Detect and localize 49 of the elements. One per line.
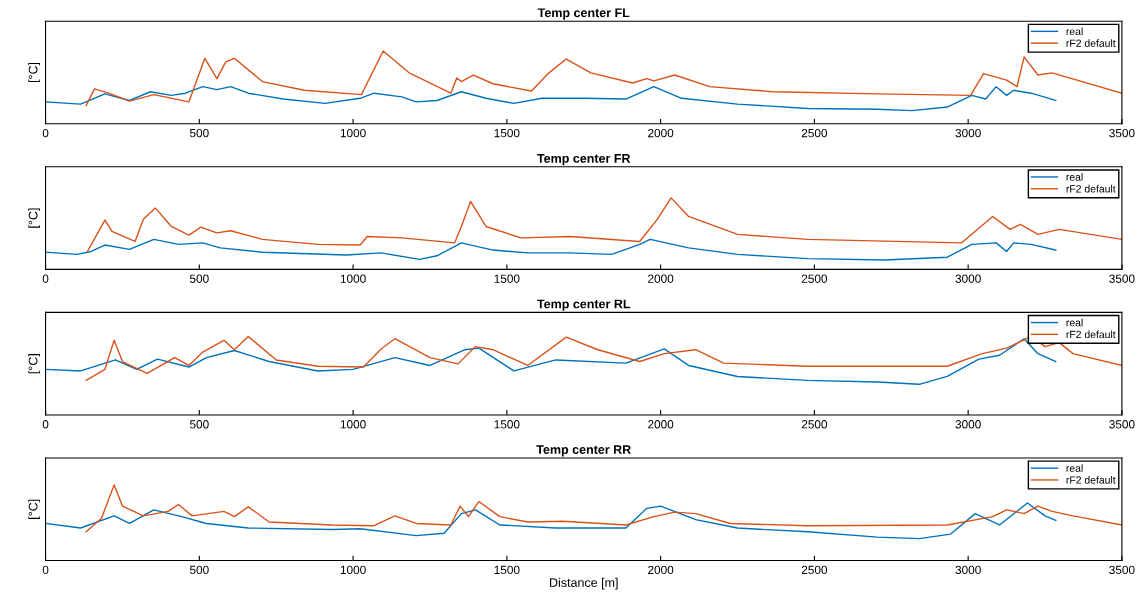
x-tick-label: 1500 — [494, 274, 520, 283]
x-tick-label: 3000 — [955, 274, 981, 283]
y-axis-title: [°C] — [28, 499, 40, 519]
x-tick-label: 500 — [189, 565, 209, 575]
legend-label: rF2 default — [1066, 39, 1116, 47]
chart-title: Temp center RR — [536, 445, 631, 457]
chart-title: Temp center RL — [537, 299, 631, 311]
y-axis-title: [°C] — [28, 208, 40, 228]
legend-label: real — [1066, 173, 1083, 181]
x-tick-label: 0 — [42, 128, 49, 138]
legend-label: rF2 default — [1066, 184, 1116, 193]
x-tick-label: 3000 — [955, 565, 981, 575]
x-tick-label: 0 — [42, 274, 49, 283]
x-tick-label: 2500 — [801, 274, 828, 283]
x-tick-label: 1500 — [494, 128, 520, 138]
x-tick-label: 2000 — [648, 565, 674, 575]
chart-title: Temp center FL — [537, 8, 630, 20]
y-axis-title: [°C] — [28, 354, 40, 374]
legend-label: real — [1066, 318, 1083, 327]
x-tick-label: 2500 — [801, 420, 828, 429]
x-tick-label: 0 — [42, 565, 49, 575]
x-tick-label: 500 — [189, 128, 209, 138]
x-tick-label: 2000 — [648, 128, 674, 138]
x-tick-label: 500 — [189, 274, 209, 283]
legend-label: rF2 default — [1066, 476, 1116, 484]
x-tick-label: 2500 — [801, 565, 828, 575]
x-tick-label: 3500 — [1109, 420, 1135, 429]
y-axis-title: [°C] — [28, 62, 40, 83]
x-tick-label: 2500 — [801, 128, 828, 138]
x-tick-label: 2000 — [648, 274, 674, 283]
x-tick-label: 3000 — [955, 420, 981, 429]
x-tick-label: 1000 — [340, 274, 366, 283]
x-tick-label: 3500 — [1109, 128, 1135, 138]
x-tick-label: 1000 — [340, 128, 366, 138]
x-tick-label: 3500 — [1109, 274, 1135, 283]
x-tick-label: 3000 — [955, 128, 981, 138]
legend-label: real — [1066, 27, 1083, 36]
x-tick-label: 1500 — [494, 565, 520, 575]
x-tick-label: 3500 — [1109, 565, 1135, 575]
x-tick-label: 1000 — [340, 420, 366, 429]
chart-title: Temp center FR — [537, 154, 631, 166]
x-tick-label: 1000 — [340, 565, 366, 575]
x-tick-label: 1500 — [494, 420, 520, 429]
x-tick-label: 500 — [189, 420, 209, 429]
legend-label: real — [1066, 464, 1083, 472]
x-tick-label: 0 — [42, 420, 49, 429]
x-axis-title: Distance [m] — [550, 577, 618, 590]
x-tick-label: 2000 — [648, 420, 674, 429]
legend-label: rF2 default — [1066, 330, 1116, 339]
